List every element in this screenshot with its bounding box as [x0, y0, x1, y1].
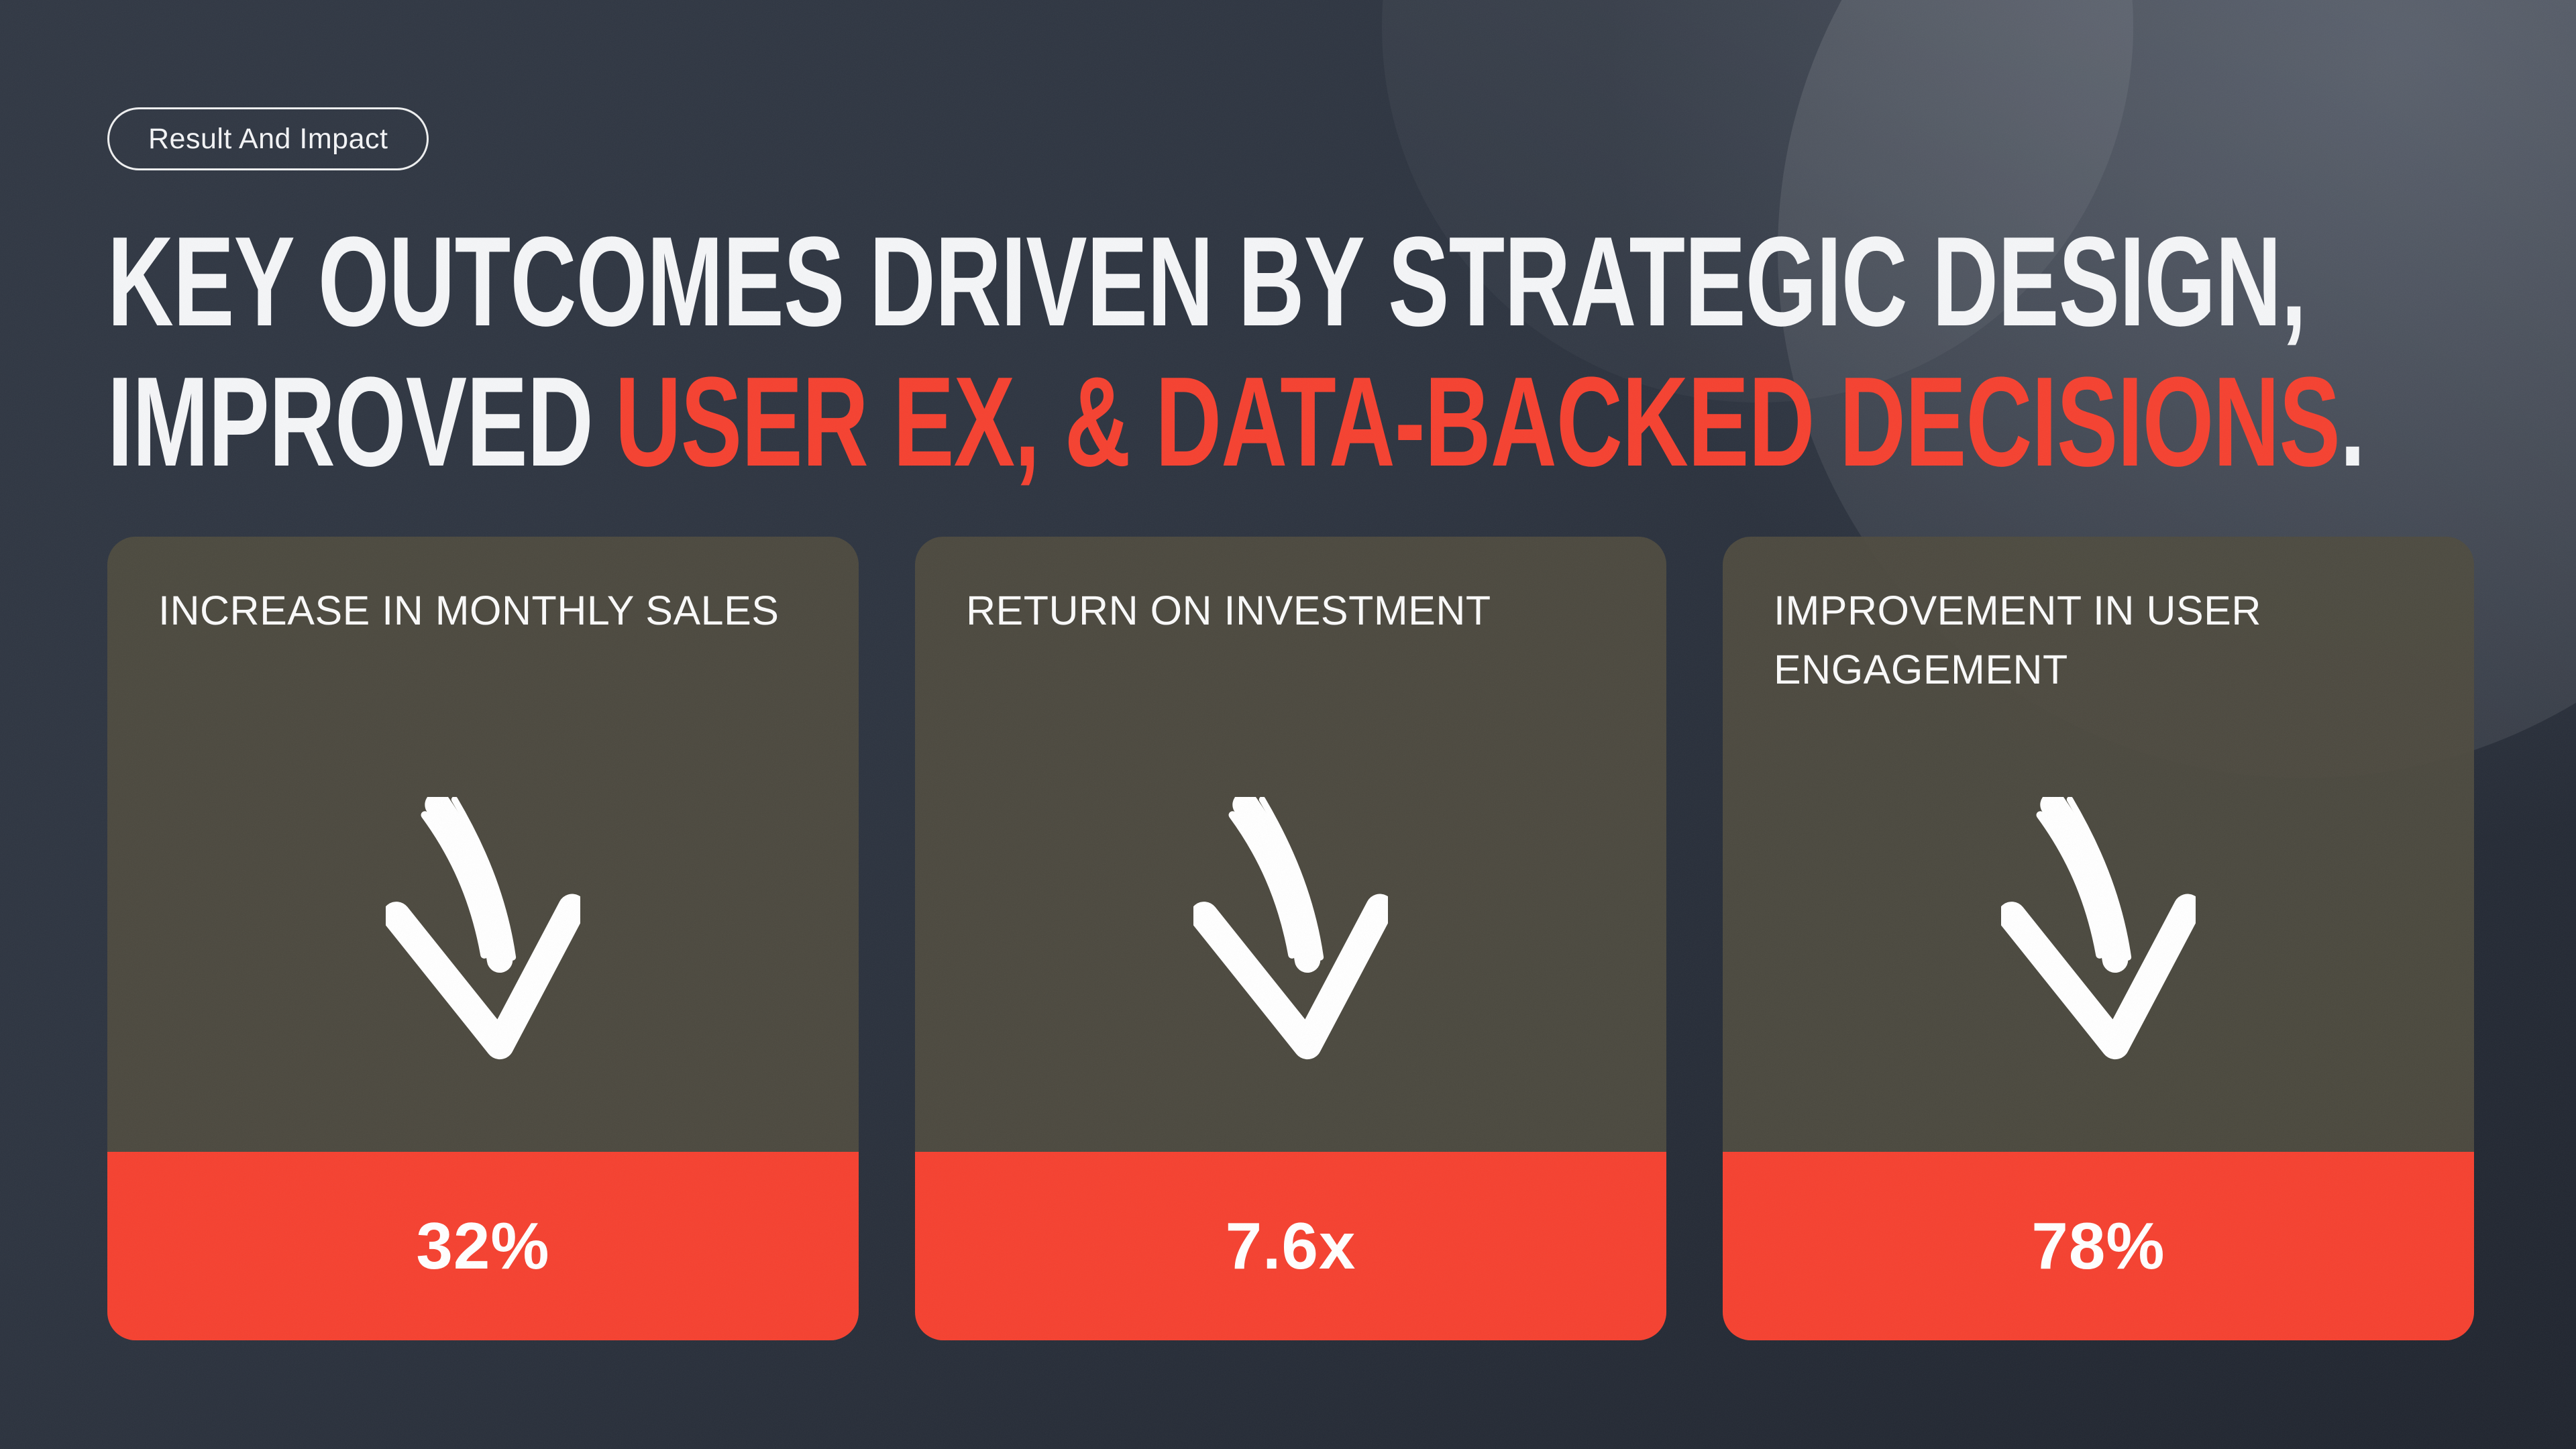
stat-card-title: INCREASE IN MONTHLY SALES [158, 588, 780, 633]
brush-arrow-down-icon [382, 792, 587, 1062]
title-line-2-period: . [2340, 351, 2365, 493]
title-line-2-white: IMPROVED [107, 351, 594, 493]
brush-arrow-down-icon [1997, 792, 2202, 1062]
stat-cards-row: INCREASE IN MONTHLY SALES 32% RETURN ON … [107, 537, 2474, 1340]
title-line-2-accent: USER EX, & DATA-BACKED DECISIONS [614, 351, 2341, 493]
stat-card-footer: 7.6x [915, 1152, 1666, 1340]
stat-card-title: IMPROVEMENT IN USER ENGAGEMENT [1774, 588, 2261, 693]
title-line-1: KEY OUTCOMES DRIVEN BY STRATEGIC DESIGN, [107, 211, 2306, 353]
stat-card-footer: 78% [1723, 1152, 2474, 1340]
brush-arrow-down-icon [1189, 792, 1395, 1062]
stat-card-value: 7.6x [1225, 1209, 1356, 1283]
section-badge-label: Result And Impact [148, 122, 388, 155]
stat-card-value: 32% [416, 1209, 550, 1283]
section-badge: Result And Impact [107, 107, 429, 170]
stat-card-monthly-sales: INCREASE IN MONTHLY SALES 32% [107, 537, 859, 1340]
stat-card-title: RETURN ON INVESTMENT [966, 588, 1491, 633]
title-line-2: IMPROVED USER EX, & DATA-BACKED DECISIONS… [107, 352, 2365, 492]
page-title: KEY OUTCOMES DRIVEN BY STRATEGIC DESIGN,… [107, 212, 2556, 492]
stat-card-value: 78% [2031, 1209, 2165, 1283]
stat-card-roi: RETURN ON INVESTMENT 7.6x [915, 537, 1666, 1340]
stat-card-footer: 32% [107, 1152, 859, 1340]
stat-card-user-engagement: IMPROVEMENT IN USER ENGAGEMENT 78% [1723, 537, 2474, 1340]
